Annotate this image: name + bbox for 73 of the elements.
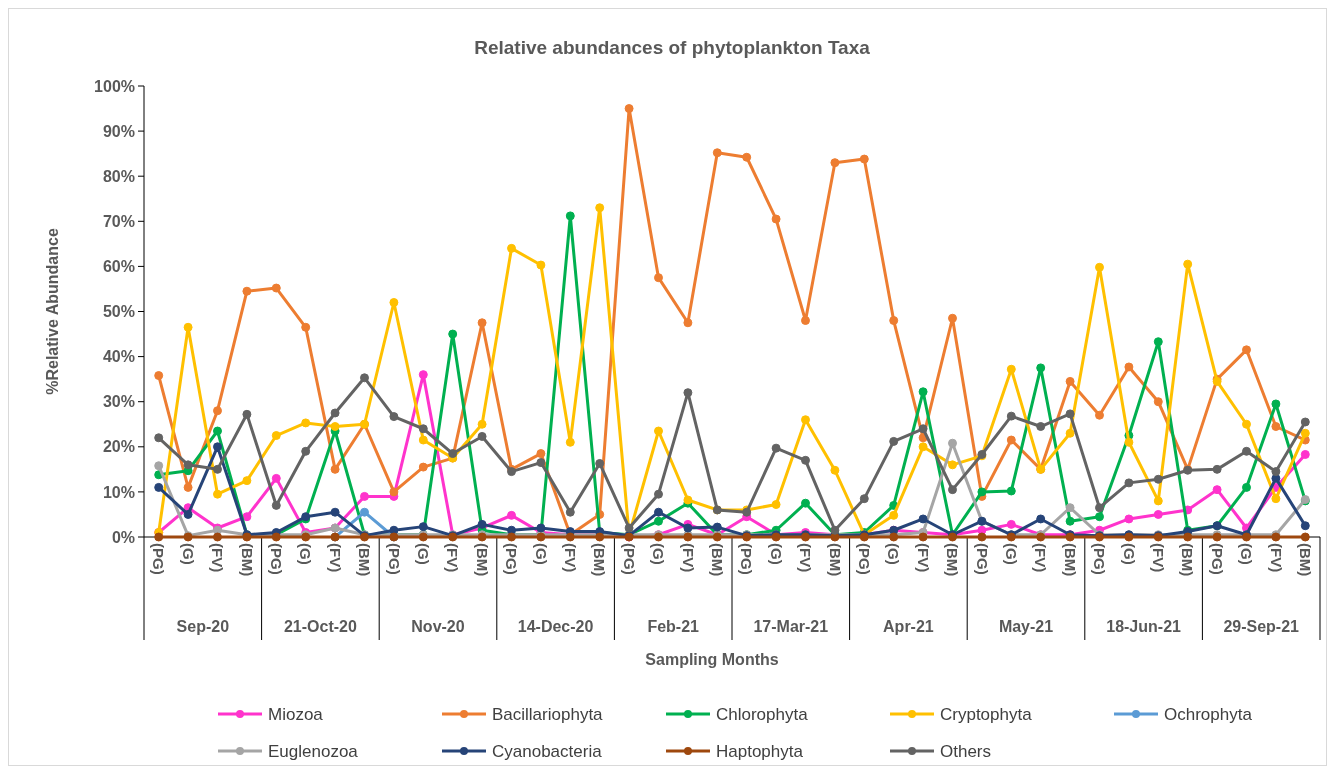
x-tick-label: (BM): [944, 543, 962, 577]
x-tick-label: (PG): [503, 543, 521, 575]
x-tick-label: (BM): [356, 543, 374, 577]
legend-label: Chlorophyta: [716, 704, 809, 724]
x-tick-label: (BM): [591, 543, 609, 577]
legend-label: Others: [940, 741, 992, 761]
x-tick-label: (BM): [709, 543, 727, 577]
x-tick-label: (PG): [1091, 543, 1109, 575]
y-tick-label: 70%: [102, 212, 135, 230]
x-tick-label: (PG): [268, 543, 286, 575]
y-tick-label: 10%: [102, 483, 135, 501]
text: 21-Oct-20: [283, 618, 357, 635]
y-tick-label: 30%: [102, 393, 135, 411]
legend-label: Ochrophyta: [1164, 704, 1253, 724]
text: 18-Jun-21: [1106, 618, 1182, 635]
y-tick-label: 0%: [111, 528, 135, 546]
x-tick-label: (PG): [150, 543, 168, 575]
legend-label: Cyanobacteria: [492, 741, 603, 761]
x-tick-label: (FV): [209, 543, 227, 573]
x-tick-label: (BM): [473, 543, 491, 577]
chart-title: Relative abundances of phytoplankton Taxa: [474, 37, 871, 58]
x-tick-label: (BM): [1061, 543, 1079, 577]
x-tick-label: (FV): [1032, 543, 1050, 573]
legend-label: Haptophyta: [716, 741, 804, 761]
x-tick-label: (FV): [679, 543, 697, 573]
y-tick-label: 80%: [102, 167, 135, 185]
y-tick-label: 50%: [102, 303, 135, 321]
text: Nov-20: [411, 618, 465, 635]
x-tick-label: (G): [1238, 543, 1256, 565]
x-tick-label: (PG): [973, 543, 991, 575]
x-tick-label: (G): [1003, 543, 1021, 565]
x-tick-label: (BM): [1179, 543, 1197, 577]
x-axis-title: Sampling Months: [645, 651, 779, 668]
x-tick-label: (G): [179, 543, 197, 565]
x-tick-label: (BM): [1297, 543, 1315, 577]
text: May-21: [998, 618, 1054, 635]
text: 17-Mar-21: [753, 618, 829, 635]
legend-label: Bacillariophyta: [492, 704, 604, 724]
text: Apr-21: [883, 618, 934, 635]
x-tick-label: (FV): [562, 543, 580, 573]
x-tick-label: (PG): [856, 543, 874, 575]
y-tick-label: 60%: [102, 258, 135, 275]
x-tick-label: (FV): [1150, 543, 1168, 573]
x-tick-label: (FV): [914, 543, 932, 573]
text: 14-Dec-20: [517, 618, 594, 635]
x-tick-label: (G): [885, 543, 903, 565]
x-tick-label: (PG): [1208, 543, 1226, 575]
x-tick-label: (BM): [238, 543, 256, 577]
y-tick-label: 90%: [102, 122, 135, 140]
y-tick-label: 20%: [102, 438, 135, 456]
x-tick-label: (G): [1120, 543, 1138, 565]
x-tick-label: (G): [415, 543, 433, 565]
x-tick-label: (FV): [1267, 543, 1285, 573]
x-tick-label: (FV): [326, 543, 344, 573]
text: Sep-20: [176, 618, 230, 635]
x-tick-label: (FV): [444, 543, 462, 573]
x-tick-label: (BM): [826, 543, 844, 577]
legend-label: Euglenozoa: [268, 741, 359, 761]
x-tick-label: (G): [532, 543, 550, 565]
text: Feb-21: [647, 618, 700, 635]
y-tick-label: 40%: [102, 348, 135, 366]
x-tick-label: (PG): [385, 543, 403, 575]
text: 29-Sep-21: [1223, 618, 1300, 635]
legend-label: Cryptophyta: [940, 704, 1033, 724]
y-axis-title: %Relative Abundance: [44, 228, 61, 395]
y-tick-label: 100%: [94, 77, 135, 95]
x-tick-label: (FV): [797, 543, 815, 573]
x-tick-label: (G): [767, 543, 785, 565]
x-tick-label: (PG): [738, 543, 756, 575]
legend-label: Miozoa: [268, 704, 324, 724]
x-tick-label: (G): [650, 543, 668, 565]
x-tick-label: (G): [297, 543, 315, 565]
x-tick-label: (PG): [620, 543, 638, 575]
